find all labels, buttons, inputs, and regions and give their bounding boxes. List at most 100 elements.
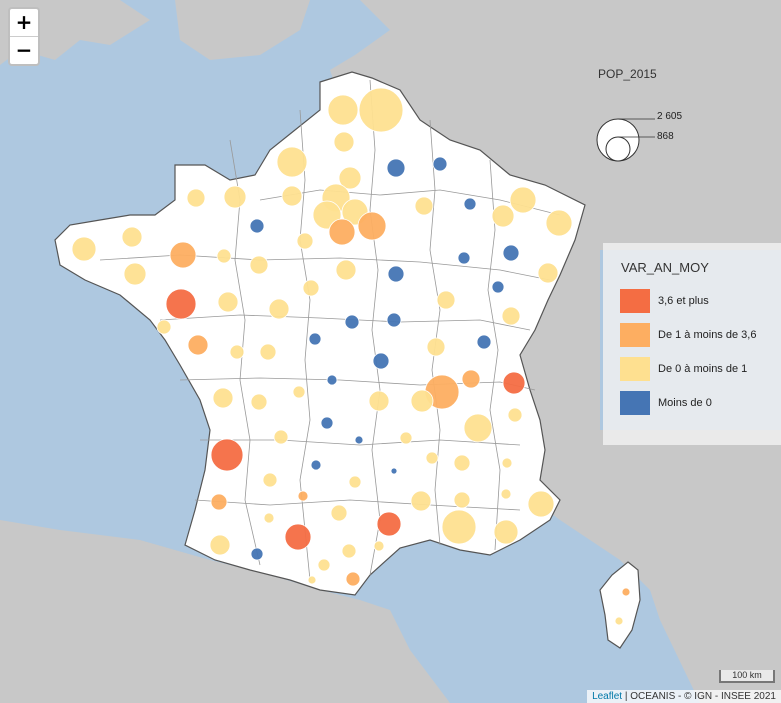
department-bubble[interactable] <box>426 337 446 357</box>
department-bubble[interactable] <box>344 314 360 330</box>
department-bubble[interactable] <box>165 288 197 320</box>
department-bubble[interactable] <box>212 387 234 409</box>
department-bubble[interactable] <box>357 211 387 241</box>
department-bubble[interactable] <box>354 435 364 445</box>
department-bubble[interactable] <box>250 393 268 411</box>
department-bubble[interactable] <box>296 232 314 250</box>
department-bubble[interactable] <box>273 429 289 445</box>
department-bubble[interactable] <box>358 87 404 133</box>
population-legend-max-label: 2 605 <box>657 111 683 122</box>
department-bubble[interactable] <box>276 146 308 178</box>
department-bubble[interactable] <box>187 334 209 356</box>
department-bubble[interactable] <box>390 467 398 475</box>
land-britain-south <box>175 0 310 60</box>
department-bubble[interactable] <box>71 236 97 262</box>
department-bubble[interactable] <box>121 226 143 248</box>
department-bubble[interactable] <box>169 241 197 269</box>
department-bubble[interactable] <box>491 204 515 228</box>
department-bubble[interactable] <box>259 343 277 361</box>
department-bubble[interactable] <box>308 332 322 346</box>
department-bubble[interactable] <box>373 540 385 552</box>
department-bubble[interactable] <box>327 94 359 126</box>
department-bubble[interactable] <box>284 523 312 551</box>
department-bubble[interactable] <box>509 186 537 214</box>
department-bubble[interactable] <box>156 319 172 335</box>
department-bubble[interactable] <box>507 407 523 423</box>
department-bubble[interactable] <box>436 290 456 310</box>
zoom-out-button[interactable]: − <box>10 36 38 64</box>
department-bubble[interactable] <box>386 312 402 328</box>
department-bubble[interactable] <box>338 166 362 190</box>
department-bubble[interactable] <box>186 188 206 208</box>
department-bubble[interactable] <box>320 416 334 430</box>
department-bubble[interactable] <box>410 490 432 512</box>
department-bubble[interactable] <box>209 534 231 556</box>
department-bubble[interactable] <box>216 248 232 264</box>
department-bubble[interactable] <box>537 262 559 284</box>
department-bubble[interactable] <box>476 334 492 350</box>
department-bubble[interactable] <box>262 472 278 488</box>
department-bubble[interactable] <box>292 385 306 399</box>
department-bubble[interactable] <box>500 488 512 500</box>
department-bubble[interactable] <box>527 490 555 518</box>
department-bubble[interactable] <box>376 511 402 537</box>
department-bubble[interactable] <box>453 454 471 472</box>
department-bubble[interactable] <box>502 244 520 262</box>
department-bubble[interactable] <box>368 390 390 412</box>
department-bubble[interactable] <box>410 389 434 413</box>
department-bubble[interactable] <box>302 279 320 297</box>
department-bubble[interactable] <box>333 131 355 153</box>
department-bubble[interactable] <box>399 431 413 445</box>
department-bubble[interactable] <box>210 438 244 472</box>
department-bubble[interactable] <box>310 459 322 471</box>
department-bubble[interactable] <box>217 291 239 313</box>
department-bubble[interactable] <box>348 475 362 489</box>
department-bubble[interactable] <box>341 543 357 559</box>
department-bubble[interactable] <box>229 344 245 360</box>
department-bubble[interactable] <box>461 369 481 389</box>
department-bubble[interactable] <box>493 519 519 545</box>
department-bubble[interactable] <box>441 509 477 545</box>
department-bubble[interactable] <box>249 218 265 234</box>
department-bubble[interactable] <box>307 575 317 585</box>
department-bubble[interactable] <box>372 352 390 370</box>
population-legend: POP_2015 2 605 868 <box>590 62 700 172</box>
department-bubble[interactable] <box>463 197 477 211</box>
department-bubble[interactable] <box>123 262 147 286</box>
department-bubble[interactable] <box>501 457 513 469</box>
department-bubble[interactable] <box>297 490 309 502</box>
attribution-separator: | <box>622 691 631 702</box>
department-bubble[interactable] <box>387 265 405 283</box>
zoom-in-button[interactable]: + <box>15 10 33 34</box>
department-bubble[interactable] <box>501 306 521 326</box>
department-bubble[interactable] <box>491 280 505 294</box>
department-bubble[interactable] <box>457 251 471 265</box>
corsica <box>599 561 641 649</box>
department-bubble[interactable] <box>614 616 624 626</box>
department-bubble[interactable] <box>621 587 631 597</box>
department-bubble[interactable] <box>263 512 275 524</box>
department-bubble[interactable] <box>345 571 361 587</box>
department-bubble[interactable] <box>210 493 228 511</box>
leaflet-link[interactable]: Leaflet <box>592 691 623 702</box>
department-bubble[interactable] <box>223 185 247 209</box>
department-bubble[interactable] <box>281 185 303 207</box>
department-bubble[interactable] <box>425 451 439 465</box>
department-bubble[interactable] <box>414 196 434 216</box>
department-bubble[interactable] <box>386 158 406 178</box>
department-bubble[interactable] <box>432 156 448 172</box>
department-bubble[interactable] <box>545 209 573 237</box>
department-bubble[interactable] <box>330 504 348 522</box>
department-bubble[interactable] <box>463 413 493 443</box>
department-bubble[interactable] <box>249 255 269 275</box>
department-bubble[interactable] <box>268 298 290 320</box>
department-bubble[interactable] <box>317 558 331 572</box>
department-bubble[interactable] <box>335 259 357 281</box>
department-bubble[interactable] <box>326 374 338 386</box>
department-bubble[interactable] <box>502 371 526 395</box>
department-bubble[interactable] <box>453 491 471 509</box>
department-bubble[interactable] <box>328 218 356 246</box>
department-bubble[interactable] <box>250 547 264 561</box>
